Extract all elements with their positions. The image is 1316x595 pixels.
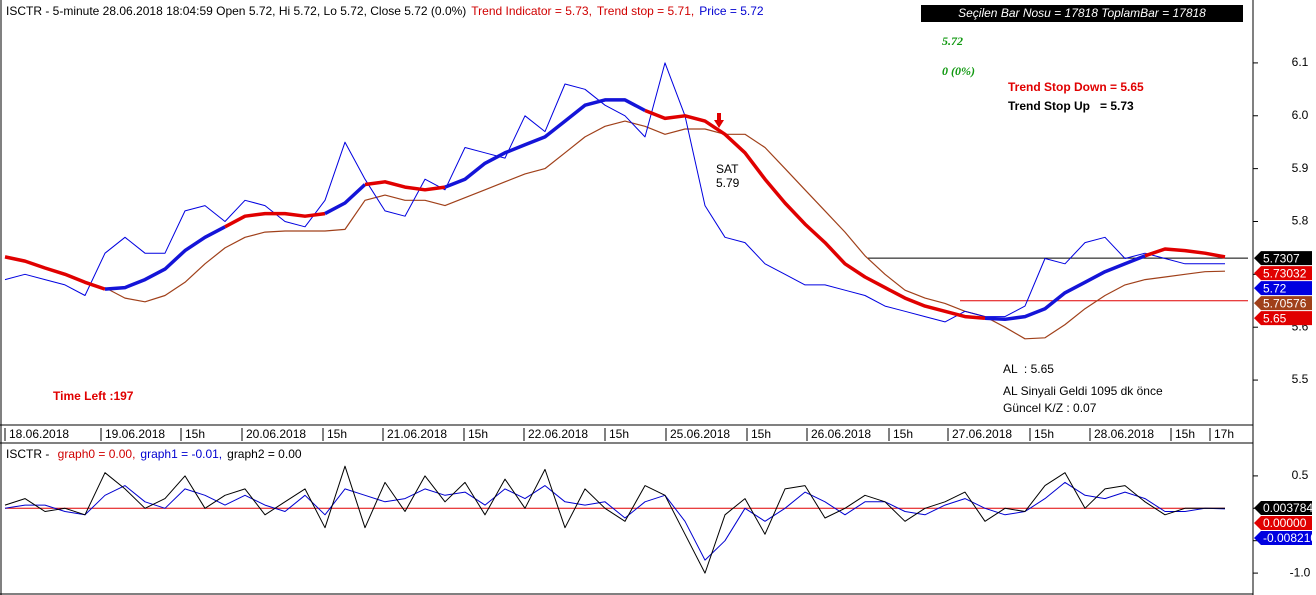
- last-value-text: 5.73032: [1263, 266, 1307, 280]
- last-value-box: [1254, 311, 1312, 326]
- last-value-text: 5.65: [1263, 311, 1287, 325]
- series-line: [4, 465, 1225, 574]
- last-value-text: 0.00000: [1263, 516, 1307, 530]
- x-tick-label: 15h: [327, 427, 347, 441]
- last-value-box: [1254, 296, 1312, 311]
- last-value-box: [1254, 281, 1312, 296]
- last-value-label: 5.70576: [1254, 296, 1312, 310]
- x-tick-label: 15h: [468, 427, 488, 441]
- legend-entry: Price = 5.72: [699, 4, 764, 18]
- series-line: [984, 254, 1146, 322]
- sell-arrow: [714, 113, 724, 128]
- x-tick-label: 18.06.2018: [9, 427, 69, 441]
- x-tick-label: 28.06.2018: [1094, 427, 1154, 441]
- x-tick-label: 15h: [893, 427, 913, 441]
- series-line: [1144, 247, 1226, 259]
- title-text: ISCTR -: [6, 447, 53, 461]
- x-tick-label: 15h: [1034, 427, 1054, 441]
- series-line: [364, 180, 446, 192]
- y-tick-label: 5.9: [1292, 161, 1309, 175]
- time-left: Time Left :197: [53, 389, 134, 403]
- series-line: [4, 62, 1225, 323]
- y-tick-label: 6.1: [1292, 55, 1309, 69]
- x-tick-label: 27.06.2018: [952, 427, 1012, 441]
- series-line: [104, 120, 1226, 340]
- x-tick-label: 19.06.2018: [105, 427, 165, 441]
- series-line: [644, 108, 986, 320]
- sell-label: SAT: [716, 162, 739, 176]
- series-line: [224, 211, 326, 229]
- last-value-label: 0.00000: [1254, 516, 1312, 530]
- last-value-label: 5.65: [1254, 311, 1312, 325]
- buy-level: AL : 5.65: [1003, 362, 1054, 376]
- x-tick-label: 17h: [1214, 427, 1234, 441]
- last-value-box: [1254, 266, 1312, 281]
- series-line: [4, 255, 106, 291]
- last-value-box: [1254, 531, 1312, 546]
- last-value-text: -0.008210: [1263, 531, 1316, 545]
- x-tick-label: 15h: [1175, 427, 1195, 441]
- price-change: 0 (0%): [942, 64, 975, 78]
- series-line: [104, 225, 226, 291]
- x-tick-label: 20.06.2018: [246, 427, 306, 441]
- pane-title: ISCTR - graph0 = 0.00, graph1 = -0.01, gra…: [6, 447, 302, 461]
- sell-price: 5.79: [716, 176, 740, 190]
- last-value-text: 5.70576: [1263, 296, 1307, 310]
- bar-info: Seçilen Bar Nosu = 17818 ToplamBar = 178…: [958, 6, 1206, 20]
- x-tick-label: 15h: [751, 427, 771, 441]
- trend-stop-down: Trend Stop Down = 5.65: [1008, 80, 1144, 94]
- legend-entry: graph0 = 0.00,: [58, 447, 136, 461]
- legend-entry: Trend stop = 5.71,: [597, 4, 694, 18]
- x-tick-label: 26.06.2018: [811, 427, 871, 441]
- last-value-box: [1254, 251, 1312, 266]
- y-tick-label: 5.5: [1292, 372, 1309, 386]
- y-tick-label: 6.0: [1292, 108, 1309, 122]
- legend-entry: graph2 = 0.00: [227, 447, 302, 461]
- title-text: ISCTR - 5-minute 28.06.2018 18:04:59 Ope…: [6, 4, 466, 18]
- pane-title: ISCTR - 5-minute 28.06.2018 18:04:59 Ope…: [6, 4, 764, 18]
- x-tick-label: 22.06.2018: [528, 427, 588, 441]
- legend-entry: Trend Indicator = 5.73,: [471, 4, 592, 18]
- legend-entry: graph1 = -0.01,: [140, 447, 222, 461]
- last-value-box: [1254, 501, 1312, 516]
- y-tick-label: -1.0: [1290, 565, 1311, 579]
- last-value-label: 5.7307: [1254, 251, 1312, 265]
- y-tick-label: 5.8: [1292, 214, 1309, 228]
- last-value-box: [1254, 516, 1312, 531]
- x-tick-label: 15h: [609, 427, 629, 441]
- last-value-label: -0.008210: [1254, 531, 1316, 545]
- y-tick-label: 0.5: [1292, 468, 1309, 482]
- series-line: [4, 481, 1226, 561]
- x-tick-label: 15h: [185, 427, 205, 441]
- last-price: 5.72: [942, 34, 963, 48]
- last-value-text: 0.003784: [1263, 501, 1313, 515]
- buy-signal: AL Sinyali Geldi 1095 dk önce: [1003, 384, 1163, 398]
- x-tick-label: 21.06.2018: [387, 427, 447, 441]
- last-value-text: 5.72: [1263, 281, 1287, 295]
- last-value-label: 5.73032: [1254, 266, 1312, 280]
- series-line: [324, 183, 367, 216]
- last-value-label: 0.003784: [1254, 501, 1313, 515]
- trend-stop-up: Trend Stop Up = 5.73: [1008, 99, 1134, 113]
- x-tick-label: 25.06.2018: [670, 427, 730, 441]
- profit-loss: Güncel K/Z : 0.07: [1003, 401, 1097, 415]
- series-line: [444, 98, 646, 189]
- last-value-label: 5.72: [1254, 281, 1312, 295]
- last-value-text: 5.7307: [1263, 251, 1300, 265]
- bar-info-box: [921, 5, 1243, 22]
